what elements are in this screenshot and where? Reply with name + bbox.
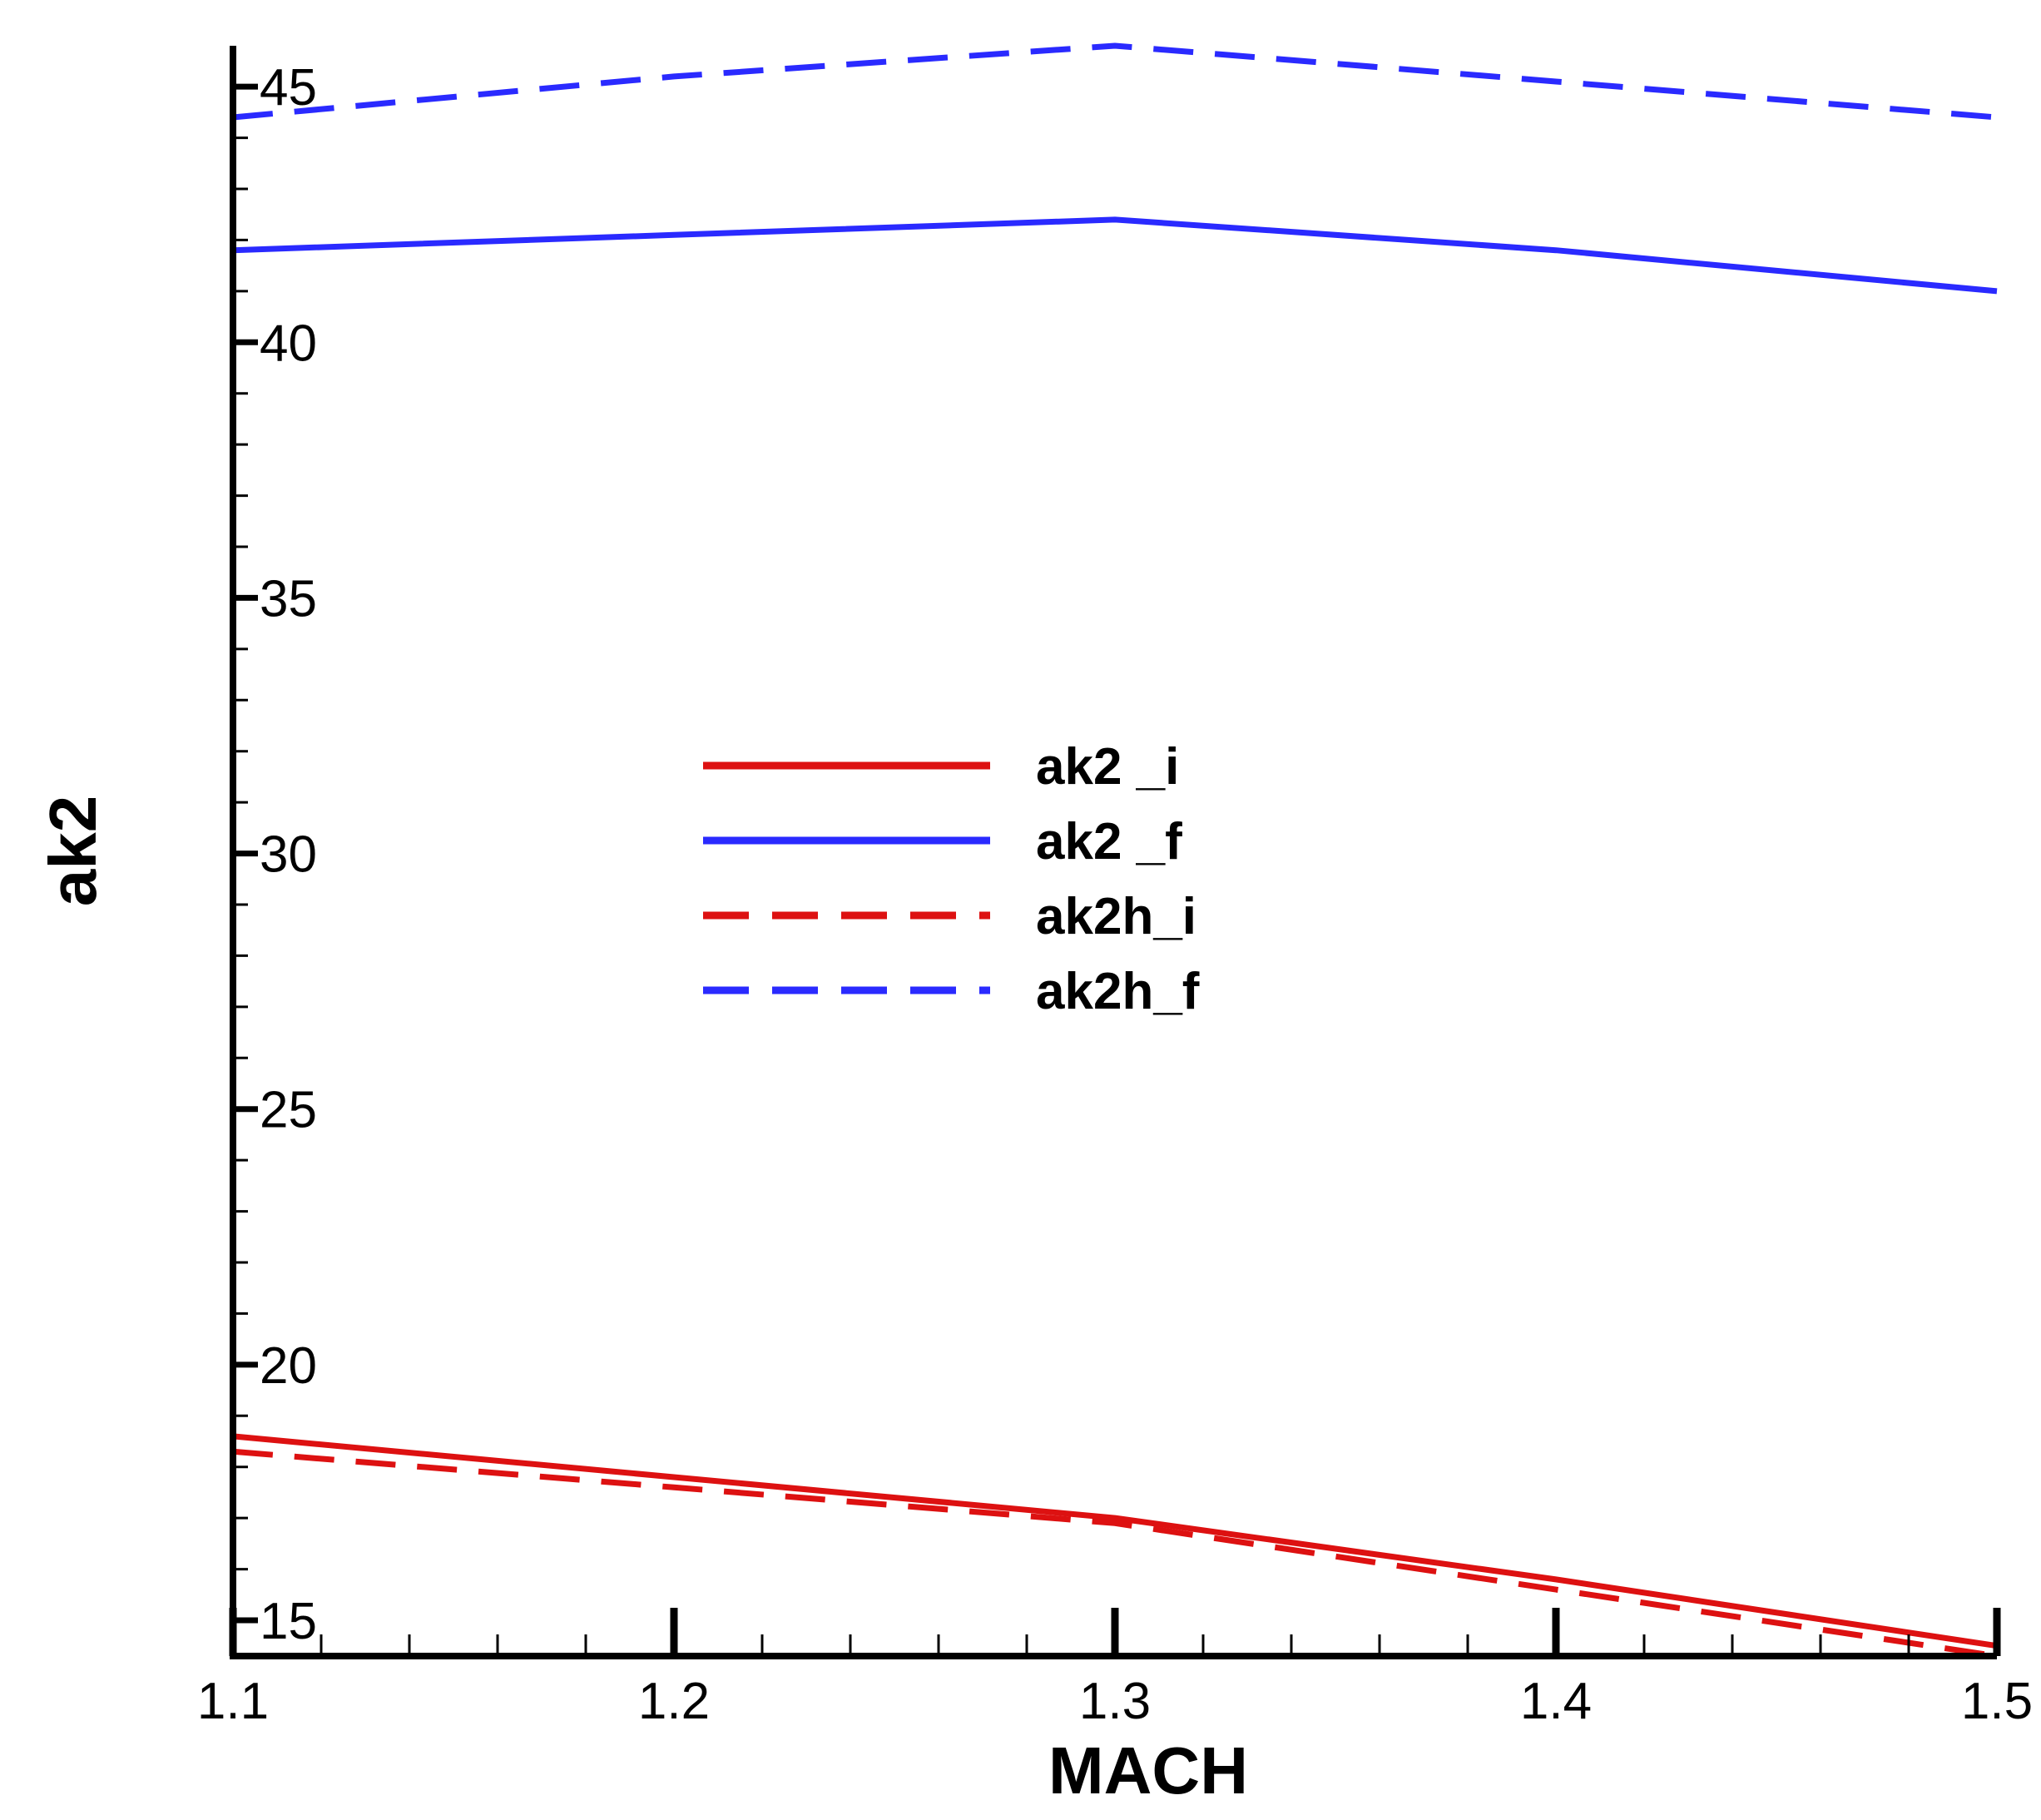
y-tick-label: 30: [260, 826, 317, 884]
legend-label: ak2h_f: [1036, 963, 1200, 1020]
x-tick-label: 1.1: [197, 1673, 269, 1730]
ticks: [229, 83, 2001, 1656]
series-layer: [232, 42, 1998, 1659]
tick-labels: 15 20 25 30 35 40 45 1.1 1.2 1.3 1.4 1.5: [197, 59, 2033, 1730]
y-tick-label: 20: [260, 1337, 317, 1395]
series-line-3: [232, 1448, 1998, 1659]
y-tick-label: 25: [260, 1082, 317, 1139]
x-tick-label: 1.2: [638, 1673, 710, 1730]
y-axis-title: ak2: [36, 796, 110, 906]
x-tick-label: 1.4: [1520, 1673, 1592, 1730]
y-tick-label: 35: [260, 570, 317, 627]
legend-label: ak2h_i: [1036, 888, 1196, 945]
legend: ak2 _i ak2 _f ak2h_i ak2h_f: [703, 738, 1200, 1020]
legend-label: ak2 _i: [1036, 738, 1179, 796]
x-axis-title: MACH: [1048, 1733, 1248, 1808]
x-tick-label: 1.3: [1079, 1673, 1151, 1730]
series-line-4: [232, 42, 1998, 121]
legend-label: ak2 _f: [1036, 813, 1182, 870]
x-tick-label: 1.5: [1961, 1673, 2033, 1730]
series-line-2: [232, 216, 1998, 295]
y-tick-label: 40: [260, 315, 317, 372]
y-tick-label: 15: [260, 1593, 317, 1650]
y-tick-label: 45: [260, 59, 317, 117]
series-line-1: [232, 1433, 1998, 1649]
